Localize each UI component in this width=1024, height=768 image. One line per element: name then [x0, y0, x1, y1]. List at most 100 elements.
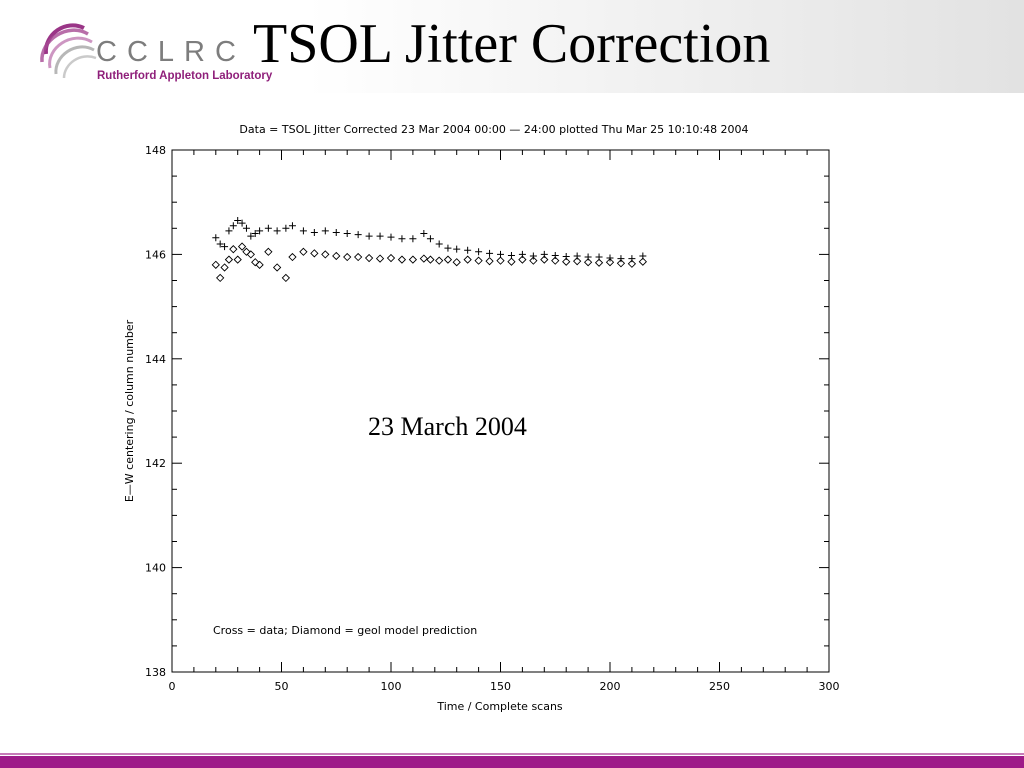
cross-point [321, 227, 329, 235]
cross-point [376, 232, 384, 240]
diamond-point [474, 256, 483, 265]
cross-point [332, 228, 340, 236]
diamond-point [507, 257, 516, 266]
cross-point [420, 230, 428, 238]
diamond-point [246, 250, 255, 259]
cross-point [529, 252, 537, 260]
cross-point [288, 222, 296, 230]
cross-point [409, 235, 417, 243]
diamond-point [224, 255, 234, 264]
diamond-point [255, 260, 264, 269]
cross-point [273, 227, 281, 235]
cross-point [256, 227, 264, 235]
y-tick-label: 148 [145, 144, 166, 157]
cross-point [475, 248, 483, 256]
diamond-point [310, 249, 319, 258]
diamond-point [594, 258, 604, 267]
diamond-point [299, 247, 308, 256]
diamond-point [343, 252, 352, 262]
cross-point [606, 254, 614, 262]
y-tick-label: 144 [145, 353, 166, 366]
slide-title: TSOL Jitter Correction [253, 13, 771, 75]
diamond-point [364, 253, 374, 263]
diamond-point [551, 256, 560, 265]
logo-letters: CCLRC [96, 36, 246, 68]
cross-point [573, 252, 581, 260]
cross-point [234, 216, 242, 224]
footer-bar [0, 756, 1024, 768]
cross-point [464, 246, 472, 254]
cross-point [354, 231, 362, 239]
diamond-point [332, 251, 341, 261]
cross-point [251, 230, 259, 238]
cross-point [453, 245, 461, 253]
diamond-point [237, 242, 247, 251]
diamond-point [443, 255, 453, 264]
diamond-point [264, 247, 273, 256]
diamond-point [435, 256, 444, 265]
diamond-point [638, 257, 647, 266]
cross-point [551, 251, 559, 259]
cross-point [247, 232, 255, 240]
cross-point [518, 250, 526, 258]
diamond-point [354, 252, 363, 262]
diamond-point [408, 255, 418, 264]
cross-point [216, 240, 224, 248]
diamond-point [288, 252, 297, 262]
scatter-chart: Data = TSOL Jitter Corrected 23 Mar 2004… [123, 123, 840, 713]
cclrc-swoosh-icon [40, 23, 97, 79]
y-tick-label: 146 [145, 248, 166, 261]
diamond-point [211, 260, 220, 269]
footer-accent-line [0, 753, 1024, 755]
diamond-point [452, 258, 461, 267]
diamond-point [229, 245, 238, 254]
diamond-point [397, 255, 407, 264]
x-tick-label: 150 [490, 680, 511, 693]
cross-point [299, 227, 307, 235]
x-tick-label: 0 [169, 680, 176, 693]
axis-ticks [171, 149, 830, 673]
cross-point [486, 249, 494, 257]
cross-point [398, 235, 406, 243]
diamond-point [529, 256, 538, 265]
diamond-point [272, 263, 282, 272]
x-tick-label: 50 [275, 680, 289, 693]
diamond-point [386, 253, 396, 263]
diamond-point [616, 259, 626, 268]
axis-tick-labels: 0 50 100 150 200 250 300 138 140 142 144 146 148 [145, 144, 840, 693]
slide-header: CCLRC Rutherford Appleton Laboratory TSO… [0, 0, 1024, 93]
cross-point [426, 235, 434, 243]
y-axis-label: E—W centering / column number [123, 319, 136, 502]
diamond-point [321, 250, 330, 259]
logo-subtitle: Rutherford Appleton Laboratory [97, 70, 273, 82]
diamond-point [426, 255, 435, 264]
data-points [211, 216, 647, 283]
cross-point [242, 224, 250, 232]
cross-point [343, 230, 351, 238]
cclrc-logo: CCLRC Rutherford Appleton Laboratory [36, 14, 286, 84]
diamond-point [251, 258, 260, 267]
cross-point [584, 253, 592, 261]
diamond-point [216, 273, 225, 283]
diamond-point [573, 257, 582, 266]
cross-point [225, 227, 233, 235]
diamond-point [463, 255, 472, 264]
x-tick-label: 200 [600, 680, 621, 693]
cross-point [229, 222, 237, 230]
legend-note: Cross = data; Diamond = geol model predi… [213, 624, 477, 637]
diamond-point [242, 247, 251, 256]
diamond-point [485, 257, 494, 266]
diamond-point [562, 257, 571, 266]
cross-point [562, 252, 570, 260]
cross-point [387, 233, 395, 241]
diamond-point [605, 258, 615, 267]
diamond-point [496, 256, 505, 265]
diamond-point [540, 255, 549, 264]
cross-point [212, 234, 220, 242]
cross-point [264, 224, 272, 232]
cross-point [540, 250, 548, 258]
cross-point [617, 255, 625, 263]
y-tick-label: 138 [145, 666, 166, 679]
diamond-point [518, 255, 527, 264]
diamond-point [375, 254, 385, 263]
